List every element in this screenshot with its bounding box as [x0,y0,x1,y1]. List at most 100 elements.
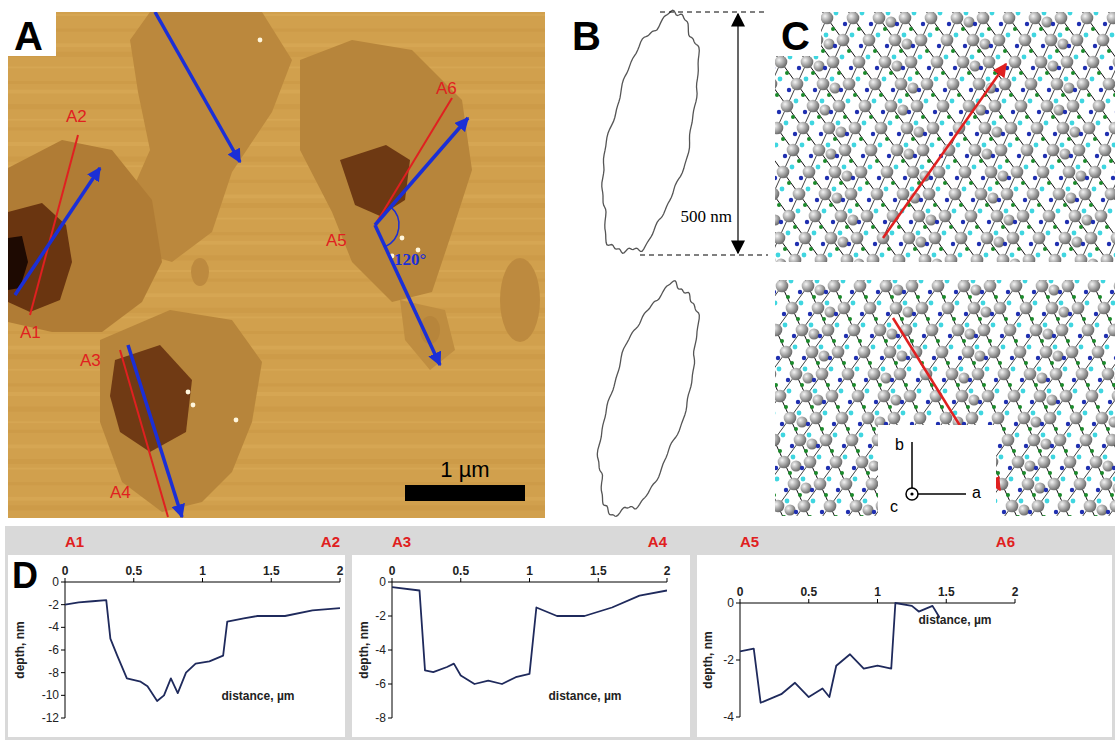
atom-small [1093,433,1098,438]
atom [832,193,843,204]
atom [1014,346,1027,359]
atom [846,434,859,447]
atom-small [777,203,781,207]
atom-small [897,345,902,350]
atom-small [1052,334,1056,338]
atom-small [841,198,845,202]
atom [845,188,858,201]
atom-small [944,55,949,60]
atom-small [1091,220,1095,224]
atom-small [887,323,892,328]
atom [972,368,985,381]
atom-small [847,242,851,246]
atom-small [923,345,928,350]
atom-small [885,44,889,48]
atom-small [1108,317,1112,321]
atom-small [877,301,882,306]
atom-small [1006,493,1010,497]
atom [993,34,1006,47]
atom-small [1096,405,1100,409]
atom-small [1032,493,1036,497]
atom-small [1013,220,1017,224]
atom-small [906,253,911,258]
angle-label: 120° [394,250,426,269]
atom-small [1062,356,1066,360]
atom [994,302,1007,315]
atom [810,412,823,425]
atom-small [942,378,946,382]
atom-small [1002,99,1007,104]
profile-line [30,135,78,315]
atom-small [999,22,1003,26]
atom-small [1015,137,1019,141]
profile-marker: A2 [66,107,87,126]
atom-small [792,334,796,338]
atom-small [790,444,794,448]
atom-small [1098,378,1102,382]
atom-small [848,209,853,214]
atom-small [952,317,956,321]
atom-small [941,71,945,75]
atom-small [1081,242,1085,246]
atom-small [832,187,837,192]
atom-small [896,334,900,338]
atom [969,144,982,157]
atom-small [914,405,918,409]
atom [843,78,856,91]
atom-small [1005,411,1010,416]
atom-small [955,176,959,180]
atom-small [842,361,846,365]
atom-small [1056,400,1060,404]
atom [878,390,891,403]
atom-small [1029,49,1033,53]
atom-small [931,93,935,97]
atom [1042,17,1053,28]
atom-small [982,143,987,148]
surface-particle [258,38,263,43]
atom [992,127,1003,138]
afm-background [8,12,545,518]
atom-small [933,367,938,372]
atom-small [923,132,927,136]
atom-small [925,49,929,53]
atom-small [939,323,944,328]
atom-small [1107,242,1111,246]
atom-small [971,280,976,283]
atom [1109,122,1115,135]
atom-small [867,280,872,283]
atom-small [1005,159,1009,163]
atom [1031,122,1044,135]
atom-small [977,242,981,246]
atom [994,237,1005,248]
atom-small [890,378,894,382]
atom-small [991,154,995,158]
atom [1008,390,1021,403]
atom-small [780,422,784,426]
atom-small [886,312,890,316]
atom [1114,280,1115,292]
atom-small [876,290,880,294]
atom-small [1084,290,1088,294]
atom [892,61,903,72]
atom-small [932,253,937,258]
atom [946,368,959,381]
atom [1018,412,1031,425]
atom-small [1040,422,1044,426]
atom-small [860,12,865,15]
atom-small [1041,44,1045,48]
atom-small [1073,389,1078,394]
atom-small [859,137,863,141]
atom-small [836,121,841,126]
atom [971,254,984,262]
atom-small [985,367,990,372]
atom-small [817,115,821,119]
atom [891,395,902,406]
atom-small [775,466,778,470]
atom-small [887,247,891,251]
atom-small [801,477,806,482]
atom-small [964,312,968,316]
panel-letter: B [572,14,601,58]
atom-small [884,187,889,192]
atom-small [845,225,849,229]
atom-small [1004,317,1008,321]
